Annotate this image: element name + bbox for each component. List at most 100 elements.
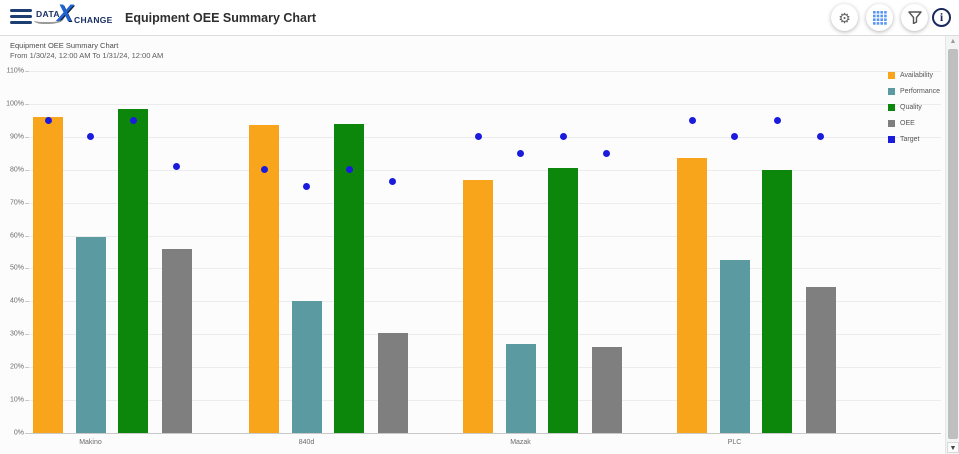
y-tick — [25, 136, 29, 138]
legend-item-availability[interactable]: Availability — [888, 67, 940, 83]
y-axis-label: 90% — [9, 133, 24, 141]
y-axis-label: 20% — [9, 363, 24, 371]
bar-availability-mazak[interactable] — [463, 179, 493, 433]
legend-label: Performance — [900, 87, 941, 95]
table-view-button[interactable] — [866, 4, 893, 31]
scroll-down-icon[interactable]: ▼ — [947, 442, 959, 453]
y-tick — [25, 433, 29, 434]
legend-item-quality[interactable]: Quality — [888, 99, 940, 115]
y-axis-label: 110% — [6, 67, 24, 75]
logo-text-change: CHANGE — [74, 15, 113, 25]
target-point-mazak-oee[interactable] — [603, 149, 610, 157]
bar-quality-makino[interactable] — [118, 108, 148, 433]
bar-oee-plc[interactable] — [805, 286, 836, 433]
target-point-makino-oee[interactable] — [173, 162, 180, 170]
y-axis-label: 0% — [13, 429, 24, 437]
vertical-scrollbar[interactable]: ▲ ▼ — [945, 36, 959, 454]
target-point-plc-quality[interactable] — [773, 116, 781, 124]
grid-icon — [872, 10, 887, 25]
bar-availability-840d[interactable] — [249, 125, 279, 433]
x-axis-label-840d: 840d — [298, 439, 315, 446]
y-tick — [25, 202, 29, 204]
target-point-plc-performance[interactable] — [731, 133, 738, 141]
legend-label: OEE — [900, 119, 915, 127]
y-tick — [25, 400, 29, 402]
y-tick — [25, 301, 29, 303]
bar-oee-mazak[interactable] — [591, 347, 622, 433]
legend-item-oee[interactable]: OEE — [888, 115, 940, 131]
y-tick — [25, 367, 29, 369]
scrollbar-thumb[interactable] — [948, 49, 958, 439]
x-axis-label-plc: PLC — [727, 439, 742, 446]
gear-icon: ⚙ — [838, 9, 851, 26]
legend-swatch-icon — [888, 119, 895, 127]
dataxchange-logo: DATA X CHANGE — [34, 0, 122, 34]
target-point-plc-oee[interactable] — [817, 133, 824, 141]
target-point-makino-availability[interactable] — [44, 116, 52, 124]
y-tick — [25, 235, 29, 237]
x-axis-label-makino: Makino — [79, 439, 102, 446]
y-tick — [25, 71, 29, 72]
y-tick — [25, 103, 29, 105]
legend-swatch-icon — [888, 87, 895, 95]
app-header: DATA X CHANGE Equipment OEE Summary Char… — [0, 0, 959, 36]
target-point-plc-availability[interactable] — [688, 116, 696, 124]
target-point-makino-performance[interactable] — [87, 133, 94, 141]
legend-label: Quality — [900, 103, 922, 111]
y-axis-label: 30% — [9, 330, 24, 338]
legend-swatch-icon — [888, 135, 895, 143]
target-point-mazak-quality[interactable] — [559, 133, 567, 141]
legend-label: Availability — [900, 71, 933, 79]
bar-oee-makino[interactable] — [161, 248, 192, 433]
y-gridline — [28, 433, 941, 434]
bar-availability-makino[interactable] — [33, 117, 63, 433]
bar-quality-mazak[interactable] — [548, 168, 578, 433]
filter-icon — [907, 11, 922, 24]
target-point-840d-performance[interactable] — [303, 182, 310, 190]
chart-legend: Availability Performance Quality OEE Target — [888, 67, 940, 147]
y-axis-label: 80% — [9, 166, 24, 174]
target-point-mazak-performance[interactable] — [517, 149, 524, 157]
target-point-mazak-availability[interactable] — [474, 133, 482, 141]
y-gridline — [28, 71, 941, 72]
filter-button[interactable] — [901, 4, 928, 31]
y-axis-label: 70% — [9, 199, 24, 207]
legend-swatch-icon — [888, 71, 895, 79]
legend-swatch-icon — [888, 103, 895, 111]
chart-title: Equipment OEE Summary Chart — [10, 41, 119, 50]
y-tick — [25, 334, 29, 336]
y-axis-label: 100% — [6, 100, 24, 108]
y-axis-label: 50% — [9, 264, 24, 272]
y-axis-label: 60% — [9, 232, 24, 240]
legend-item-performance[interactable]: Performance — [888, 83, 940, 99]
settings-button[interactable]: ⚙ — [831, 4, 858, 31]
logo-swoosh — [34, 12, 64, 24]
target-point-840d-quality[interactable] — [345, 166, 353, 174]
y-tick — [25, 268, 29, 270]
page-title: Equipment OEE Summary Chart — [125, 11, 317, 25]
target-point-840d-availability[interactable] — [260, 166, 268, 174]
y-axis-label: 10% — [9, 396, 24, 404]
target-point-840d-oee[interactable] — [389, 177, 396, 185]
bar-performance-840d[interactable] — [291, 301, 322, 433]
bar-quality-plc[interactable] — [762, 169, 792, 433]
chart-card: Equipment OEE Summary Chart From 1/30/24… — [0, 36, 945, 454]
legend-label: Target — [900, 135, 920, 143]
bar-performance-plc[interactable] — [719, 260, 750, 433]
chart-subtitle: From 1/30/24, 12:00 AM To 1/31/24, 12:00… — [10, 51, 164, 60]
bar-availability-plc[interactable] — [677, 158, 707, 433]
menu-icon[interactable] — [10, 9, 32, 27]
target-point-makino-quality[interactable] — [129, 116, 137, 124]
x-axis-label-mazak: Mazak — [510, 439, 531, 446]
bar-oee-840d[interactable] — [377, 332, 408, 433]
bar-performance-mazak[interactable] — [505, 344, 536, 433]
y-tick — [25, 169, 29, 171]
y-gridline — [28, 136, 941, 138]
legend-item-target[interactable]: Target — [888, 131, 940, 147]
scroll-up-icon[interactable]: ▲ — [949, 38, 957, 45]
bar-quality-840d[interactable] — [334, 123, 364, 433]
bar-performance-makino[interactable] — [75, 237, 106, 433]
info-button[interactable]: i — [932, 8, 951, 27]
y-axis-label: 40% — [9, 297, 24, 305]
